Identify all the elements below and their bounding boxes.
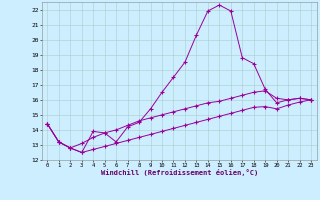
X-axis label: Windchill (Refroidissement éolien,°C): Windchill (Refroidissement éolien,°C) <box>100 169 258 176</box>
